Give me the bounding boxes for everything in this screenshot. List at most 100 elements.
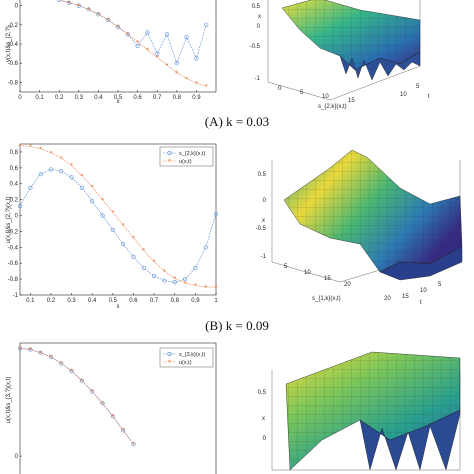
panel-b-xlabel: x [117,304,120,310]
panel-a-xtick-3: 10 [322,94,329,100]
panel-c-line-chart: u(x,t)&s_{3,?}(x,t) s_{3,k}(x,t) * u(x,t… [6,342,217,474]
panel-c-exact-point: * [19,346,22,353]
panel-b-ytick-4: 20 [384,296,391,302]
panel-b-exact-point: * [70,163,73,170]
panel-b-marks: -1 -0.8 -0.6 -0.4 -0.2 0 0.2 0.4 0.6 0.8 0.1 0.2 0.3… [8,143,219,304]
panel-c-approx-point [100,401,105,406]
panel-c-approx-point [17,346,23,351]
panel-c-approx-point [121,428,126,433]
panel-a-exact-point: * [146,47,149,54]
panel-c-exact-point: * [91,389,94,396]
panel-a-exact-point: * [107,17,110,24]
panel-a-ylabel: t [428,94,430,100]
panel-b-exact-point: * [19,143,22,150]
panel-b-series-approx-line [19,169,217,283]
panel-b-approx-point [90,199,95,204]
panel-c-approx-point [59,361,64,366]
panel-a-approx-point [86,7,91,12]
panel-a-xtick-label: 0.1 [35,95,44,101]
panel-b-ztick-4: -1 [261,254,267,260]
panel-b-approx-point [131,254,136,259]
panel-b-ytick-label: 0.2 [10,198,19,204]
panel-b-ztick-2: 0 [263,198,267,204]
panel-b-ytick-1: 5 [438,282,442,288]
panel-b-approx-point [172,280,177,285]
panel-b-exact-point: * [153,259,156,266]
panel-a-approx-point [174,61,179,66]
panel-a-ztick-4: 0.5 [252,4,261,10]
panel-a-exact-point: * [48,0,51,2]
panel-c-exact-point: * [60,361,63,368]
panel-c-surface-plot: x 0.5 0 [258,351,461,471]
panel-a-xtick-label: 0.5 [114,95,123,101]
panel-b-ytick-label: -0.6 [8,261,19,267]
panel-a-exact-point: * [58,0,61,4]
panel-a-series-approx-line [58,0,207,65]
panel-b-ytick-label: 0.6 [10,166,19,172]
chart-marks: -0.8 -0.6 -0.4 -0.2 0 0 0.1 0.2 0.3 0.4 0.5 0.6 0.7 0… [8,0,219,460]
panel-a-ztick-2: -0.5 [250,44,261,50]
panel-a-line-chart: v(x,t)&s_{2,?} x [6,0,217,105]
panel-c-marks: 0 * * * * * * * * * * * * [15,346,136,460]
panel-b-exact-point: * [80,173,83,180]
panel-a-approx-point [204,22,209,27]
panel-a-ztick-3: -1 [255,76,261,82]
panel-b-ztick-1: 0.5 [258,172,267,178]
panel-a-xtick-label: 0 [18,95,22,101]
panel-b-legend-exact-label: u(x,t) [179,159,192,165]
panel-a-exact-point: * [185,76,188,83]
panel-c-approx-point [110,414,115,419]
panel-c-ztick-2: 0 [263,436,267,442]
panel-c-exact-point: * [29,347,32,354]
panel-a-exact-point: * [38,0,41,1]
panel-b-ytick-label: 0.4 [10,182,19,188]
panel-c-exact-point: * [49,354,52,361]
panel-c-surface-box [271,370,461,471]
panel-b-approx-point [141,265,146,271]
panel-a-xtick-label: 0.7 [153,95,162,101]
panel-b-approx-point [59,168,64,174]
panel-b-exact-point: * [29,144,32,151]
panel-a-approx-point [57,0,62,2]
panel-b-xlabel: s_{1,k}(x,t) [312,296,341,302]
panel-a-exact-point: * [156,55,159,62]
panel-a-surface-spikes [339,51,421,81]
panel-a-zlabel: x [258,14,261,20]
panel-c-exact-point: * [111,413,114,420]
panel-b-xtick-2: 10 [304,270,311,276]
panel-b-legend-approx-label: s_{2,k}(x,t) [179,151,205,157]
panel-c-approx-point [69,368,74,374]
panel-a-exact-point: * [77,3,80,10]
panel-a-ytick-2: 10 [400,92,407,98]
panel-b-exact-point: * [204,284,207,291]
panel-a-ytick-label: -0.6 [8,61,19,67]
panel-b-exact-point: * [184,280,187,287]
panel-b-exact-point: * [49,150,52,157]
panel-b-ylabel: u(x,t)&s_{2,?}(x,t) [6,197,12,244]
panel-a-xtick-label: 0.9 [192,95,201,101]
panel-a-marks: -0.8 -0.6 -0.4 -0.2 0 0 0.1 0.2 0.3 0.4 0.5 0.6 0.7 0… [8,0,209,101]
panel-c-surface-grid [286,352,460,470]
panel-b-ytick-label: 0 [15,214,19,220]
panel-a-approx-point [76,3,81,8]
panel-a-approx-point [145,30,150,35]
panel-b-surface-grid [284,150,462,272]
panel-c-ytick-label: 0 [15,454,19,460]
panel-b-approx-point [69,175,74,180]
panel-b-approx-point [28,185,33,190]
panel-a-xlabel: s_{2,k}(x,t) [318,104,347,110]
panel-c-zlabel: x [262,416,265,422]
panel-b-exact-point: * [122,222,125,229]
panel-a-approx-point [66,0,72,5]
panel-a-approx-point [125,32,130,37]
panel-c-approx-point [79,378,84,383]
panel-b-exact-point: * [132,235,135,242]
panel-b-xtick-label: 0.5 [109,298,118,304]
panel-c-approx-point [48,354,54,360]
panel-c-ztick-1: 0.5 [258,390,267,396]
panel-a-ylabel: v(x,t)&s_{2,?} [6,26,12,62]
panel-b-approx-point [17,203,23,209]
panel-c-legend-exact-marker: * [168,359,171,366]
panel-b-approx-point [48,167,54,172]
